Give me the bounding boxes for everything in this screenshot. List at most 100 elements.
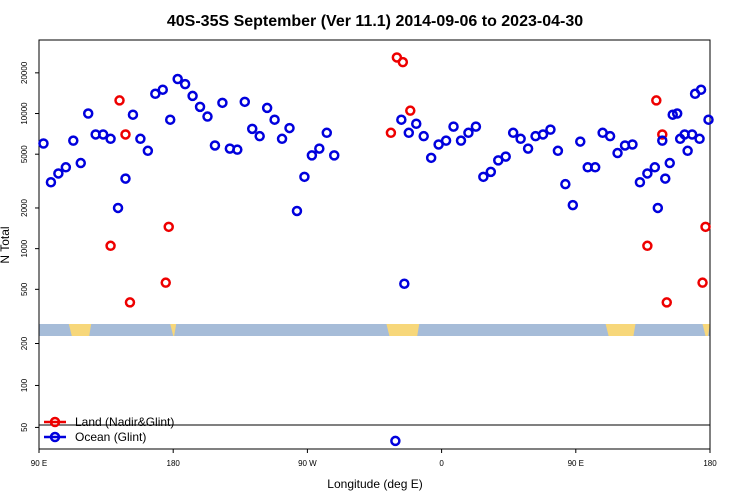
x-tick-label: 180	[167, 459, 181, 468]
plot-frame	[38, 39, 711, 450]
x-tick-label: 180	[703, 459, 717, 468]
land-point	[661, 297, 673, 308]
ocean-point	[703, 114, 714, 125]
land-point	[397, 56, 409, 68]
land-point	[105, 240, 116, 252]
ocean-point	[142, 145, 154, 157]
ocean-point	[75, 157, 87, 169]
ocean-point	[425, 152, 437, 164]
ocean-point	[634, 176, 646, 188]
ocean-point	[440, 135, 452, 146]
ocean-point	[112, 202, 124, 214]
y-tick-label: 2000	[20, 199, 29, 217]
ocean-point	[68, 135, 79, 146]
ocean-point	[60, 162, 72, 173]
y-tick-label: 5000	[20, 145, 29, 163]
y-tick-label: 200	[20, 336, 29, 350]
x-axis: 90 E 180 90 W 0 90 E 180	[31, 449, 717, 468]
ocean-point	[399, 278, 410, 289]
land-patch	[605, 324, 636, 336]
x-tick-label: 90 E	[568, 459, 584, 468]
legend-ocean-label: Ocean (Glint)	[75, 430, 146, 444]
ocean-point	[671, 108, 683, 119]
ocean-point	[187, 90, 198, 102]
ocean-point	[45, 176, 57, 188]
ocean-point	[470, 121, 482, 132]
data-points	[38, 52, 714, 447]
ocean-point	[209, 140, 221, 151]
land-patch	[170, 324, 177, 336]
ocean-point	[652, 202, 664, 214]
land-patch	[702, 324, 710, 336]
ocean-point	[478, 171, 489, 183]
ocean-point	[157, 84, 169, 95]
legend-ocean-marker	[49, 431, 61, 443]
ocean-point	[411, 118, 422, 130]
chart-title: 40S-35S September (Ver 11.1) 2014-09-06 …	[167, 13, 583, 30]
ocean-point	[545, 124, 556, 135]
ocean-point	[150, 88, 161, 100]
ocean-point	[217, 97, 228, 109]
ocean-point	[120, 173, 131, 184]
ocean-point	[53, 168, 64, 179]
ocean-point	[202, 111, 213, 122]
land-point	[163, 221, 174, 233]
ocean-point	[448, 121, 459, 132]
ocean-point	[522, 143, 534, 154]
x-tick-label: 0	[439, 459, 444, 468]
land-point	[405, 105, 416, 116]
ocean-point	[455, 135, 467, 146]
ocean-point	[164, 114, 176, 125]
ocean-point	[500, 151, 511, 162]
ocean-point	[396, 114, 407, 125]
y-axis-title: N Total	[0, 226, 12, 263]
land-point	[160, 277, 171, 288]
ocean-point	[135, 133, 146, 145]
ocean-point	[567, 199, 579, 211]
land-patch	[68, 324, 92, 336]
y-tick-label: 20000	[20, 61, 29, 84]
ocean-point	[261, 102, 273, 114]
y-tick-label: 10000	[20, 102, 29, 125]
y-axis: 500 1000 2000 5000 10000 20000 50 100 200	[20, 61, 39, 432]
land-point	[697, 277, 708, 288]
ocean-point	[254, 130, 265, 142]
ocean-point	[321, 127, 333, 139]
ocean-point	[682, 145, 693, 157]
ocean-point	[38, 138, 49, 149]
y-tick-label: 500	[20, 282, 29, 296]
ocean-point	[306, 150, 318, 161]
ocean-point	[97, 129, 109, 140]
x-axis-title: Longitude (deg E)	[327, 477, 422, 491]
ocean-point	[560, 178, 571, 190]
land-point	[124, 297, 136, 308]
x-tick-label: 90 W	[298, 459, 317, 468]
ocean-point	[589, 162, 601, 173]
ocean-band	[39, 324, 710, 336]
ocean-point	[390, 435, 401, 447]
land-band	[39, 324, 710, 336]
y-tick-label: 1000	[20, 239, 29, 257]
ocean-point	[694, 133, 705, 145]
ocean-point	[172, 73, 183, 85]
land-patch	[386, 324, 420, 336]
land-point	[114, 95, 125, 106]
ocean-point	[418, 130, 429, 142]
land-point	[657, 129, 668, 140]
ocean-point	[328, 150, 340, 161]
ocean-point	[660, 173, 671, 184]
y-tick-label: 50	[20, 422, 29, 431]
y-tick-label: 100	[20, 378, 29, 392]
ocean-point	[507, 127, 519, 139]
ocean-point	[299, 171, 310, 183]
ocean-point	[239, 96, 251, 108]
land-point	[700, 221, 711, 233]
legend-land-marker	[49, 416, 61, 428]
land-point	[120, 129, 131, 140]
legend: Land (Nadir&Glint) Ocean (Glint)	[44, 415, 174, 444]
ocean-point	[657, 135, 668, 146]
ocean-point	[485, 166, 497, 178]
ocean-point	[403, 127, 415, 139]
ocean-point	[105, 133, 116, 145]
ocean-point	[642, 168, 653, 179]
